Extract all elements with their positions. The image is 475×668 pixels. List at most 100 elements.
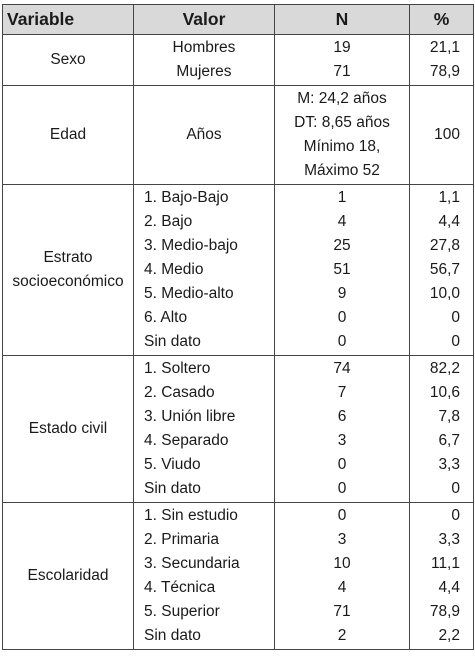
header-pct: % [409, 4, 474, 35]
valor-text: 4. Técnica [144, 579, 216, 596]
n-text: 0 [337, 333, 347, 350]
valor-text: 2. Casado [144, 384, 215, 401]
valor-text: Sin dato [144, 627, 201, 644]
variable-label: Estrato [43, 249, 93, 266]
pct-text: 4,4 [438, 579, 460, 596]
table-row: Escolaridad 1. Sin estudio 2. Primaria 3. S… [2, 502, 474, 650]
pct-text: 10,0 [429, 285, 460, 302]
n-text: 3 [337, 432, 347, 449]
pct-text: 10,6 [429, 384, 460, 401]
variable-cell: Edad [2, 85, 134, 185]
pct-text: 6,7 [438, 432, 460, 449]
valor-text: 3. Unión libre [144, 408, 236, 425]
variable-label: Escolaridad [27, 567, 109, 584]
n-text: 0 [337, 456, 347, 473]
demographics-table: Variable Valor N % Sexo Hombres Mujeres 19 7… [2, 4, 474, 650]
valor-text: 4. Separado [144, 432, 229, 449]
pct-text: 0 [451, 333, 460, 350]
n-text: 1 [337, 189, 347, 206]
pct-text: 21,1 [429, 39, 460, 56]
n-cell: 0 3 10 4 71 2 [274, 502, 410, 650]
pct-text: 3,3 [438, 456, 460, 473]
valor-text: Sin dato [144, 333, 201, 350]
header-variable: Variable [2, 4, 134, 35]
header-n: N [274, 4, 410, 35]
pct-text: 78,9 [429, 63, 460, 80]
variable-cell: Estado civil [2, 355, 134, 503]
n-text: 6 [337, 408, 347, 425]
pct-cell: 82,2 10,6 7,8 6,7 3,3 0 [409, 355, 474, 503]
valor-text: 2. Bajo [144, 213, 193, 230]
pct-cell: 21,1 78,9 [409, 34, 474, 86]
pct-text: 0 [451, 309, 460, 326]
table-row: Edad Años M: 24,2 años DT: 8,65 años Mínimo … [2, 85, 474, 185]
n-text: 10 [333, 555, 351, 572]
header-valor: Valor [133, 4, 275, 35]
variable-label: Sexo [50, 51, 86, 68]
table-row: Estado civil 1. Soltero 2. Casado 3. Unión … [2, 355, 474, 503]
n-text: 3 [337, 531, 347, 548]
pct-text: 82,2 [429, 360, 460, 377]
n-text: 19 [333, 39, 351, 56]
header-row: Variable Valor N % [2, 4, 474, 35]
valor-text: 2. Primaria [144, 531, 219, 548]
n-text: 7 [337, 384, 347, 401]
pct-cell: 100 [409, 85, 474, 185]
n-text: 9 [337, 285, 347, 302]
variable-label: socioeconómico [12, 273, 124, 290]
n-text: 71 [333, 603, 351, 620]
n-text: 51 [333, 261, 351, 278]
valor-text: Años [186, 126, 222, 143]
valor-text: 6. Alto [144, 309, 188, 326]
valor-text: 1. Bajo-Bajo [144, 189, 229, 206]
valor-cell: 1. Soltero 2. Casado 3. Unión libre 4. Sepa… [133, 355, 275, 503]
valor-cell: Años [133, 85, 275, 185]
table-body: Sexo Hombres Mujeres 19 71 21,1 78,9 Edad Años M:… [2, 34, 474, 650]
pct-text: 78,9 [429, 603, 460, 620]
valor-text: 4. Medio [144, 261, 204, 278]
valor-text: 5. Viudo [144, 456, 201, 473]
n-text: 4 [337, 579, 347, 596]
pct-text: 3,3 [438, 531, 460, 548]
pct-text: 4,4 [438, 213, 460, 230]
valor-cell: Hombres Mujeres [133, 34, 275, 86]
valor-text: 3. Secundaria [144, 555, 240, 572]
variable-cell: Escolaridad [2, 502, 134, 650]
pct-cell: 0 3,3 11,1 4,4 78,9 2,2 [409, 502, 474, 650]
n-text: Máximo 52 [304, 162, 380, 179]
pct-text: 56,7 [429, 261, 460, 278]
n-text: 2 [337, 627, 347, 644]
n-text: 0 [337, 507, 347, 524]
pct-text: 27,8 [429, 237, 460, 254]
pct-text: 1,1 [438, 189, 460, 206]
n-text: 4 [337, 213, 347, 230]
pct-text: 7,8 [438, 408, 460, 425]
n-text: M: 24,2 años [297, 90, 387, 107]
variable-cell: Estrato socioeconómico [2, 184, 134, 356]
valor-text: 1. Soltero [144, 360, 211, 377]
valor-text: Sin dato [144, 480, 201, 497]
valor-cell: 1. Bajo-Bajo 2. Bajo 3. Medio-bajo 4. Medio… [133, 184, 275, 356]
valor-text: 3. Medio-bajo [144, 237, 238, 254]
n-text: 0 [337, 309, 347, 326]
pct-text: 2,2 [438, 627, 460, 644]
valor-text: 5. Superior [144, 603, 220, 620]
n-text: Mínimo 18, [303, 138, 381, 155]
n-text: 71 [333, 63, 351, 80]
table-row: Sexo Hombres Mujeres 19 71 21,1 78,9 [2, 34, 474, 86]
n-text: 74 [333, 360, 351, 377]
variable-cell: Sexo [2, 34, 134, 86]
variable-label: Estado civil [28, 420, 108, 437]
pct-text: 0 [451, 507, 460, 524]
pct-cell: 1,1 4,4 27,8 56,7 10,0 0 0 [409, 184, 474, 356]
n-cell: 74 7 6 3 0 0 [274, 355, 410, 503]
valor-text: 5. Medio-alto [144, 285, 234, 302]
n-text: DT: 8,65 años [294, 114, 390, 131]
n-text: 0 [337, 480, 347, 497]
pct-text: 11,1 [430, 555, 460, 572]
n-cell: 1 4 25 51 9 0 0 [274, 184, 410, 356]
n-text: 25 [333, 237, 351, 254]
valor-text: 1. Sin estudio [144, 507, 238, 524]
valor-text: Hombres [172, 39, 236, 56]
pct-text: 100 [434, 126, 460, 143]
